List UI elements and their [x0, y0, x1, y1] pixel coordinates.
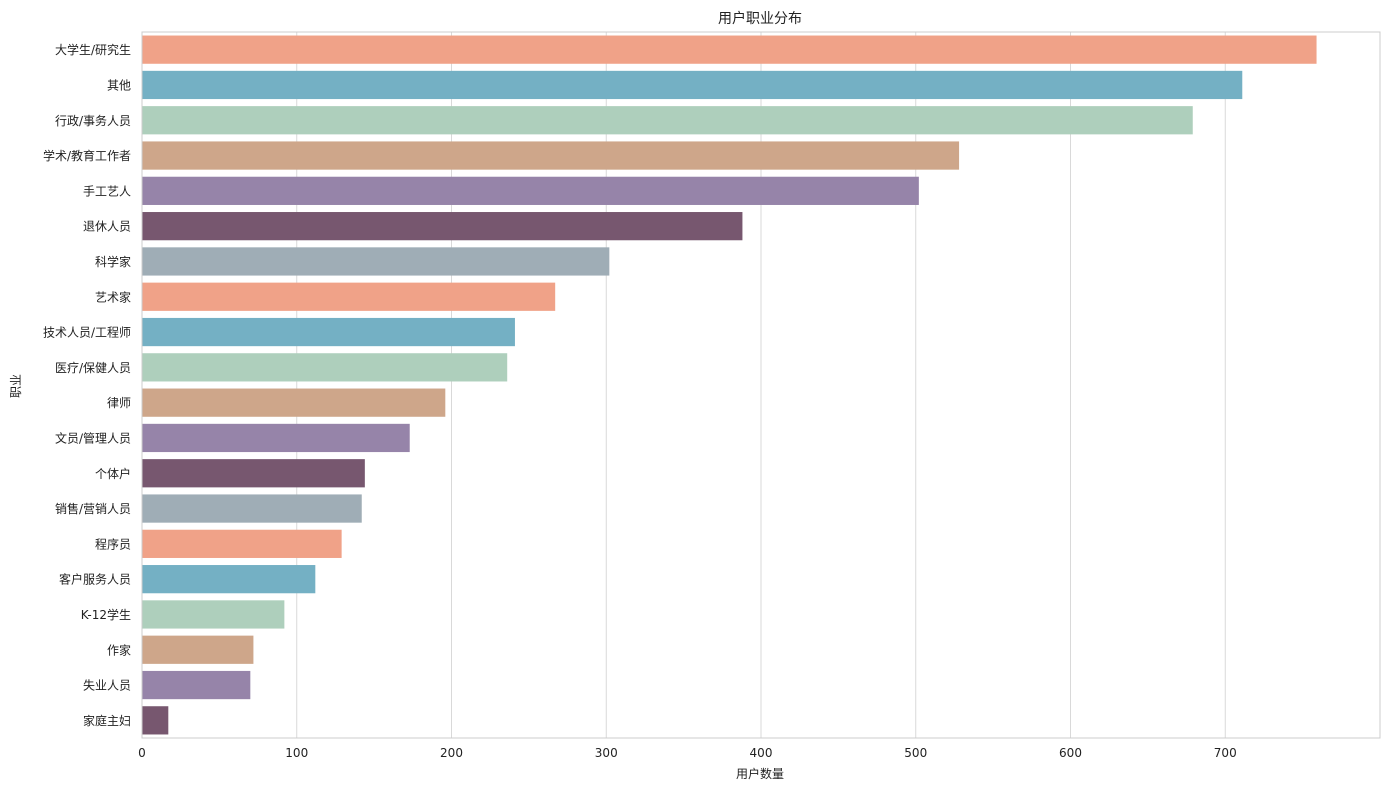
x-tick-label: 200: [440, 746, 463, 760]
y-tick-label: 行政/事务人员: [55, 113, 131, 128]
bar: [142, 70, 1243, 100]
y-tick-label: 大学生/研究生: [55, 42, 131, 57]
x-tick-label: 400: [750, 746, 773, 760]
y-tick-label: 科学家: [95, 254, 131, 269]
y-tick-label: 其他: [107, 78, 131, 92]
bar: [142, 423, 410, 453]
y-tick-label: K-12学生: [81, 607, 131, 622]
y-axis-title: 职业: [9, 374, 23, 398]
y-tick-label: 医疗/保健人员: [55, 361, 131, 375]
bar: [142, 670, 251, 700]
bar: [142, 106, 1193, 135]
bar: [142, 282, 556, 311]
bar: [142, 212, 743, 241]
y-tick-label: 文员/管理人员: [55, 430, 131, 445]
x-tick-label: 600: [1059, 746, 1082, 760]
y-tick-labels: 大学生/研究生其他行政/事务人员学术/教育工作者手工艺人退休人员科学家艺术家技术…: [43, 42, 131, 728]
bar: [142, 35, 1317, 64]
y-tick-label: 销售/营销人员: [55, 501, 131, 516]
y-tick-label: 律师: [107, 396, 131, 410]
x-tick-label: 700: [1214, 746, 1237, 760]
bar: [142, 706, 169, 735]
bar: [142, 635, 254, 664]
plot-frame: [141, 31, 1381, 739]
x-tick-label: 300: [595, 746, 618, 760]
y-tick-label: 退休人员: [83, 220, 131, 234]
bar: [142, 141, 960, 170]
y-tick-label: 家庭主妇: [83, 713, 131, 728]
bar: [142, 247, 610, 276]
bar: [142, 565, 316, 594]
bar: [142, 494, 362, 523]
bar: [142, 529, 342, 558]
bar: [142, 388, 446, 417]
bar: [142, 459, 365, 488]
x-tick-label: 0: [138, 746, 146, 760]
y-tick-label: 手工艺人: [83, 184, 131, 198]
y-tick-label: 失业人员: [83, 678, 131, 693]
x-tick-labels: 0 100 200 300 400 500 600 700: [138, 746, 1237, 760]
y-tick-label: 技术人员/工程师: [43, 325, 131, 340]
y-tick-label: 学术/教育工作者: [43, 148, 131, 163]
bar: [142, 317, 515, 347]
x-tick-label: 500: [904, 746, 927, 760]
y-tick-label: 客户服务人员: [59, 572, 131, 587]
bars: [142, 35, 1317, 735]
x-tick-label: 100: [285, 746, 308, 760]
y-tick-label: 作家: [107, 642, 131, 657]
y-tick-label: 程序员: [95, 536, 131, 551]
bar: [142, 353, 508, 382]
y-tick-label: 艺术家: [95, 289, 131, 304]
chart-title: 用户职业分布: [718, 10, 802, 27]
bar: [142, 600, 285, 629]
x-axis-title: 用户数量: [736, 766, 784, 781]
bar: [142, 176, 919, 205]
y-tick-label: 个体户: [95, 466, 131, 481]
